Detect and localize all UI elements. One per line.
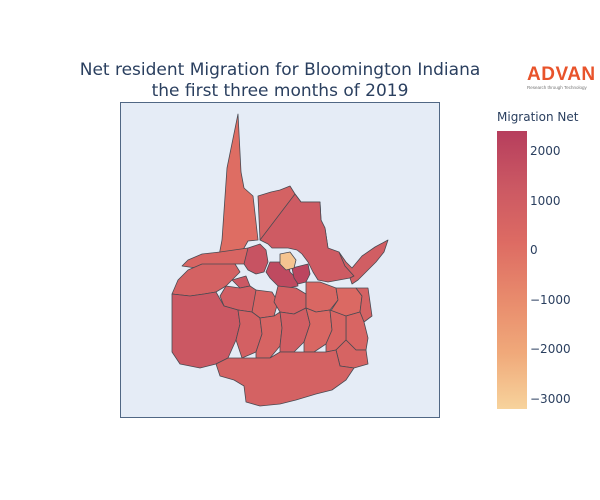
title-line-1: Net resident Migration for Bloomington I… bbox=[79, 60, 481, 80]
colorbar bbox=[497, 131, 527, 409]
region-far-south[interactable] bbox=[215, 349, 355, 407]
colorbar-title: Migration Net bbox=[497, 110, 579, 124]
region-northeast[interactable] bbox=[259, 193, 355, 283]
region-south-4[interactable] bbox=[303, 307, 333, 353]
advan-logo: ADVAN Research through Technology bbox=[527, 64, 597, 90]
chart-title: Net resident Migration for Bloomington I… bbox=[60, 60, 500, 102]
title-line-2: the first three months of 2019 bbox=[151, 81, 409, 101]
map-regions[interactable] bbox=[171, 113, 389, 407]
colorbar-tick-label: 0 bbox=[530, 243, 538, 258]
colorbar-gradient bbox=[497, 131, 527, 409]
colorbar-tick-label: −3000 bbox=[530, 392, 571, 407]
map-panel[interactable] bbox=[120, 102, 440, 418]
choropleth-map[interactable] bbox=[120, 102, 440, 418]
colorbar-tick-label: −2000 bbox=[530, 342, 571, 357]
region-east-mid[interactable] bbox=[355, 287, 373, 323]
region-south-2[interactable] bbox=[255, 311, 283, 359]
region-downtown-a[interactable] bbox=[243, 243, 269, 275]
logo-wordmark: ADVAN bbox=[527, 64, 596, 85]
region-east-arm[interactable] bbox=[338, 239, 389, 285]
region-south-3[interactable] bbox=[279, 307, 311, 353]
colorbar-tick-label: −1000 bbox=[530, 292, 571, 307]
colorbar-tick-label: 2000 bbox=[530, 143, 561, 158]
logo-tagline: Research through Technology bbox=[527, 85, 587, 90]
colorbar-tick-label: 1000 bbox=[530, 193, 561, 208]
region-campus-light[interactable] bbox=[279, 251, 297, 271]
